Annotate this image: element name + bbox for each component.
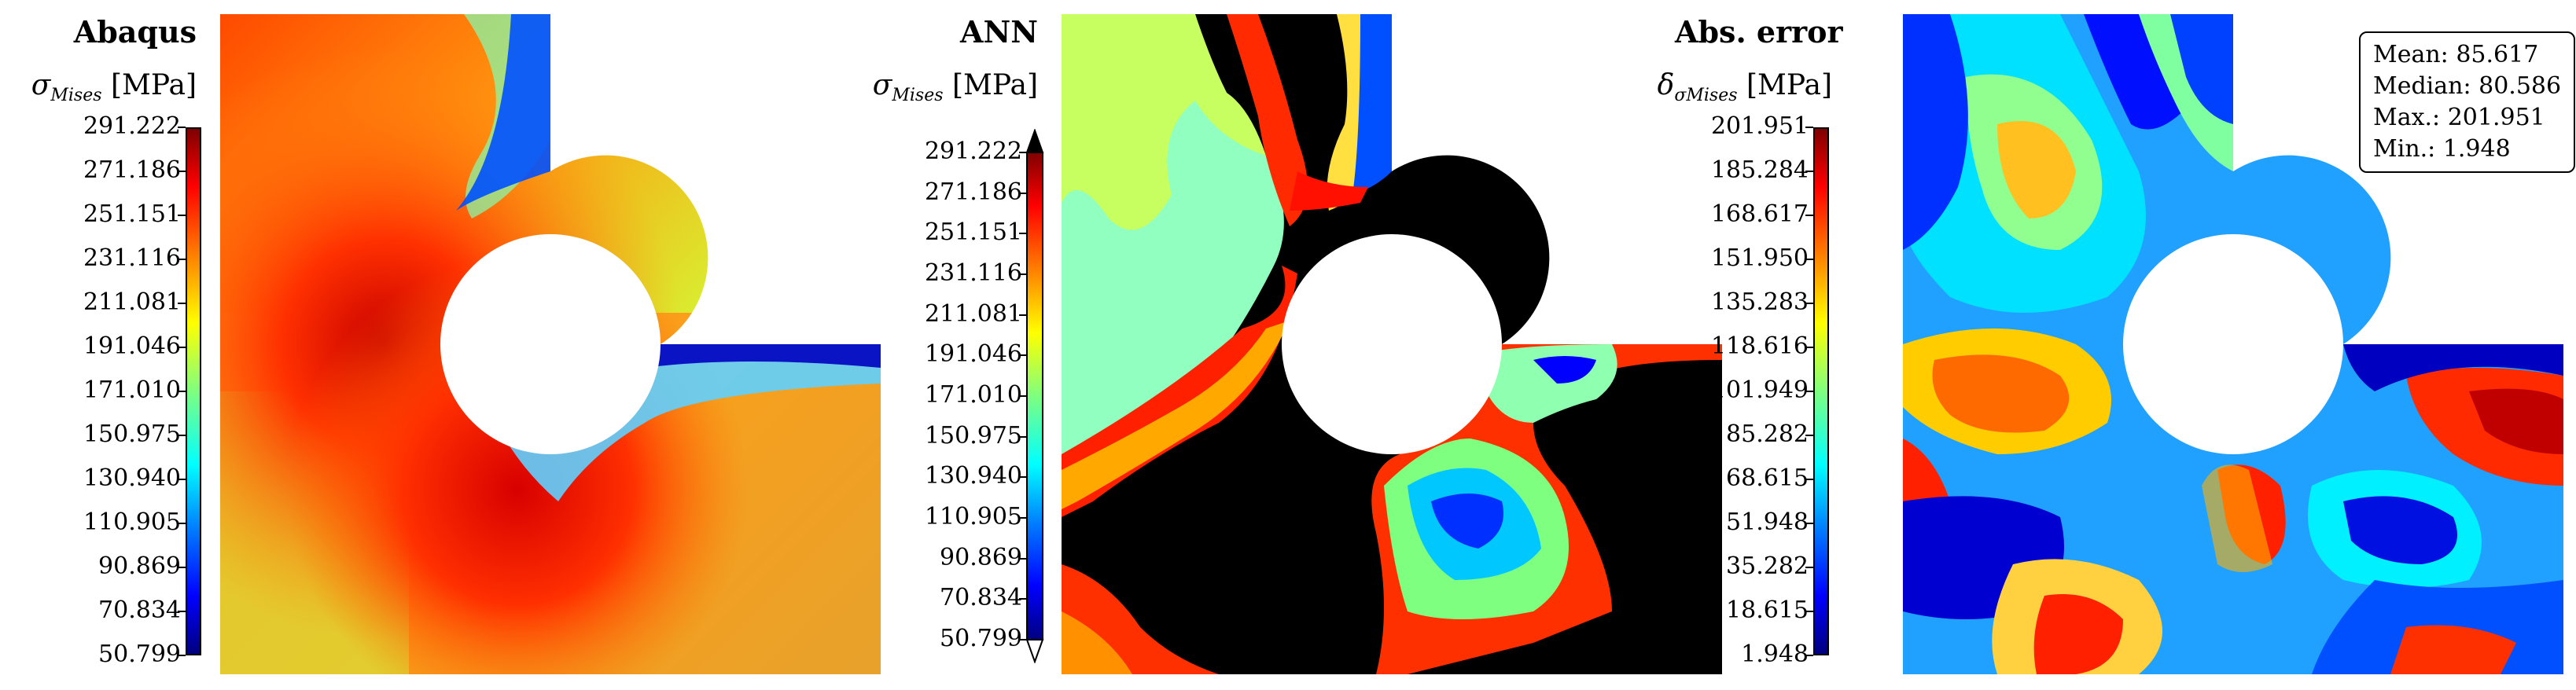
colorbar-tick-label: 70.834 — [98, 596, 181, 624]
colorbar — [1813, 127, 1829, 655]
colorbar-tick-mark — [1019, 598, 1027, 600]
panel-title: ANN — [960, 14, 1038, 50]
colorbar-tick-mark — [1805, 479, 1813, 480]
colorbar-tick-mark — [1805, 259, 1813, 260]
colorbar-tick-label: 35.282 — [1726, 552, 1809, 580]
colorbar-tick-label: 130.940 — [924, 462, 1022, 490]
colorbar-tick-mark — [1805, 655, 1813, 656]
colorbar-tick-label: 101.949 — [1710, 376, 1809, 404]
colorbar-tick-mark — [178, 171, 186, 172]
colorbar-tick-label: 118.616 — [1710, 332, 1809, 360]
colorbar-tick-label: 85.282 — [1726, 420, 1809, 448]
colorbar-tick-label: 130.940 — [83, 464, 181, 492]
colorbar-tick-mark — [1805, 611, 1813, 612]
colorbar-tick-label: 168.617 — [1710, 200, 1809, 228]
quantity-label: σMises [MPa] — [31, 69, 197, 106]
colorbar-tick-mark — [178, 611, 186, 612]
colorbar-tick-mark — [178, 127, 186, 128]
colorbar-tick-mark — [1019, 273, 1027, 275]
colorbar-tick-label: 231.116 — [83, 244, 181, 272]
stats-box: Mean: 85.617 Median: 80.586 Max.: 201.95… — [2359, 31, 2576, 173]
colorbar-tick-mark — [1019, 476, 1027, 479]
colorbar-tick-mark — [1805, 215, 1813, 216]
colorbar-tick-mark — [178, 215, 186, 216]
colorbar-tick-label: 211.081 — [924, 299, 1022, 328]
colorbar-tick-mark — [1805, 391, 1813, 392]
colorbar-tick-mark — [1019, 354, 1027, 357]
colorbar-tick-mark — [1019, 435, 1027, 438]
colorbar-tick-mark — [178, 303, 186, 304]
colorbar-tick-label: 135.283 — [1710, 288, 1809, 316]
colorbar-tick-mark — [1805, 567, 1813, 568]
colorbar-tick-mark — [1019, 395, 1027, 397]
colorbar-tick-mark — [1805, 171, 1813, 172]
colorbar-tick-label: 271.186 — [924, 178, 1022, 206]
colorbar-tick-label: 110.905 — [924, 503, 1022, 530]
colorbar-tick-label: 185.284 — [1710, 156, 1809, 184]
colorbar-tick-label: 191.046 — [924, 340, 1022, 369]
colorbar-tick-mark — [178, 259, 186, 260]
colorbar-tick-label: 151.950 — [1710, 244, 1809, 272]
panel-title: Abs. error — [1675, 14, 1843, 50]
colorbar-tick-mark — [178, 567, 186, 568]
colorbar-tick-mark — [178, 479, 186, 480]
colorbar-tick-label: 251.151 — [83, 200, 181, 228]
panel-title: Abaqus — [73, 14, 197, 50]
stat-min: Min.: 1.948 — [2373, 135, 2511, 163]
colorbar-tick-mark — [1019, 639, 1027, 640]
colorbar-tick-label: 251.151 — [924, 218, 1022, 247]
colorbar-tick-mark — [1019, 557, 1027, 560]
colorbar-tick-mark — [1805, 127, 1813, 128]
colorbar-tick-label: 150.975 — [924, 421, 1022, 450]
colorbar-tick-label: 90.869 — [98, 552, 181, 580]
colorbar-tick-mark — [178, 391, 186, 392]
colorbar — [186, 127, 201, 655]
stat-median: Median: 80.586 — [2373, 72, 2562, 100]
colorbar-tick-mark — [1019, 233, 1027, 235]
colorbar-tick-mark — [178, 655, 186, 656]
colorbar-tick-label: 291.222 — [924, 138, 1022, 165]
colorbar-tick-label: 18.615 — [1726, 596, 1809, 624]
colorbar-tick-mark — [178, 347, 186, 348]
colorbar-tick-mark — [1019, 152, 1027, 153]
colorbar-tick-label: 171.010 — [83, 376, 181, 404]
colorbar-tick-label: 50.799 — [940, 625, 1022, 652]
colorbar-tick-label: 90.869 — [940, 543, 1022, 571]
colorbar-tick-label: 50.799 — [98, 640, 181, 668]
stat-max: Max.: 201.951 — [2373, 104, 2545, 131]
colorbar-tick-label: 150.975 — [83, 420, 181, 448]
colorbar-tick-label: 70.834 — [940, 584, 1022, 612]
colorbar-tick-mark — [178, 523, 186, 524]
colorbar-tick-label: 1.948 — [1741, 640, 1809, 668]
colorbar-tick-mark — [1805, 303, 1813, 304]
colorbar-tick-label: 110.905 — [83, 508, 181, 536]
contour-plot-ann — [1062, 14, 1722, 674]
colorbar-tick-label: 231.116 — [924, 259, 1022, 287]
colorbar-tick-label: 51.948 — [1726, 508, 1809, 536]
colorbar-tick-mark — [1019, 314, 1027, 316]
colorbar-tick-mark — [1805, 347, 1813, 348]
stat-mean: Mean: 85.617 — [2373, 41, 2539, 68]
colorbar-tick-label: 291.222 — [83, 112, 181, 140]
colorbar-tick-mark — [1805, 523, 1813, 524]
quantity-label: δσMises [MPa] — [1657, 69, 1832, 106]
colorbar-tick-mark — [1019, 517, 1027, 519]
colorbar-tick-label: 191.046 — [83, 332, 181, 360]
colorbar-tick-mark — [178, 435, 186, 436]
colorbar-arrows — [1025, 129, 1044, 663]
colorbar-tick-mark — [1019, 192, 1027, 194]
colorbar-tick-label: 171.010 — [924, 381, 1022, 409]
colorbar-tick-label: 201.951 — [1710, 112, 1809, 140]
colorbar-tick-mark — [1805, 435, 1813, 436]
contour-plot-abaqus — [220, 14, 881, 674]
colorbar-tick-label: 68.615 — [1726, 464, 1809, 492]
colorbar-tick-label: 211.081 — [83, 288, 181, 316]
quantity-label: σMises [MPa] — [872, 69, 1038, 106]
colorbar-tick-label: 271.186 — [83, 156, 181, 184]
